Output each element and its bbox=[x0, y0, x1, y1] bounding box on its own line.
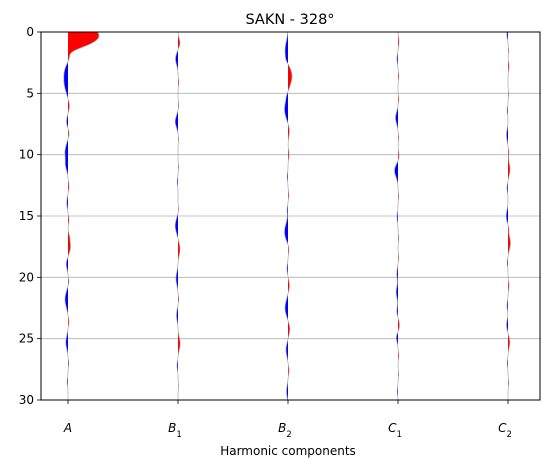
y-tick-label: 10 bbox=[19, 148, 34, 162]
y-tick-label: 0 bbox=[26, 25, 34, 39]
y-tick-label: 30 bbox=[19, 393, 34, 407]
trace-5 bbox=[505, 32, 511, 400]
positive-fill bbox=[288, 32, 292, 400]
x-tick-subscript: 2 bbox=[506, 430, 511, 440]
y-axis: 0 5 10 15 20 25 30 bbox=[19, 25, 41, 407]
x-tick-subscript: 1 bbox=[396, 430, 401, 440]
trace-1 bbox=[63, 32, 100, 400]
trace-4 bbox=[394, 32, 400, 400]
trace-2 bbox=[174, 32, 181, 400]
x-tick-subscript: 1 bbox=[176, 430, 181, 440]
trace-line bbox=[505, 32, 511, 400]
trace-line bbox=[174, 32, 181, 400]
negative-fill bbox=[284, 32, 288, 400]
y-tick-label: 25 bbox=[19, 332, 34, 346]
x-tick-label: B2 bbox=[278, 421, 292, 440]
x-axis: A B1 B2 C1 C2 bbox=[63, 400, 512, 440]
x-tick-label: C2 bbox=[498, 421, 512, 440]
y-tick-label: 20 bbox=[19, 270, 34, 284]
trace-line bbox=[394, 32, 400, 400]
trace-3 bbox=[284, 32, 293, 400]
trace-line bbox=[284, 32, 293, 400]
chart-title: SAKN - 328° bbox=[245, 12, 334, 28]
x-tick-label: A bbox=[63, 421, 72, 435]
trace-line bbox=[63, 32, 100, 400]
positive-fill bbox=[398, 32, 400, 400]
negative-fill bbox=[175, 32, 178, 400]
gridlines bbox=[41, 92, 540, 340]
positive-fill bbox=[508, 32, 511, 400]
x-tick-label: C1 bbox=[388, 421, 402, 440]
x-tick-subscript: 2 bbox=[286, 430, 291, 440]
x-tick-label: B1 bbox=[168, 421, 182, 440]
negative-fill bbox=[506, 32, 508, 400]
y-tick-label: 5 bbox=[26, 86, 34, 100]
trace-layer bbox=[63, 32, 511, 400]
y-tick-label: 15 bbox=[19, 209, 34, 223]
x-axis-label: Harmonic components bbox=[220, 444, 356, 458]
